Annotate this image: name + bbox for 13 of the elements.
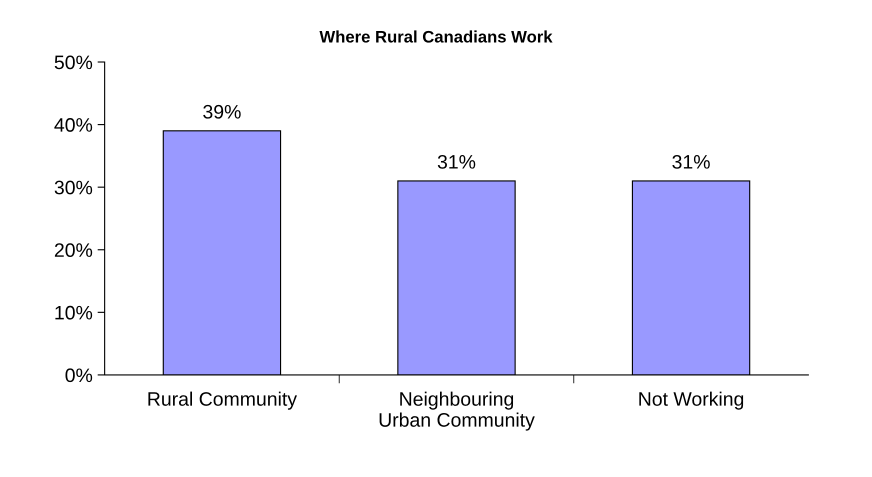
x-tick-label: Not Working bbox=[639, 392, 744, 410]
y-tick-label: 30% bbox=[54, 180, 92, 194]
x-tick-label: Rural Community bbox=[148, 392, 297, 410]
y-tick-label: 0% bbox=[65, 368, 92, 382]
data-label: 39% bbox=[203, 104, 241, 119]
y-tick-label: 50% bbox=[54, 55, 92, 70]
data-label: 31% bbox=[672, 154, 710, 169]
y-tick-label: 20% bbox=[54, 243, 92, 257]
y-tick-label: 10% bbox=[55, 306, 92, 320]
x-tick-label: Neighbouring Urban Community bbox=[380, 392, 535, 431]
y-tick-label: 40% bbox=[54, 118, 92, 132]
chart-title: Where Rural Canadians Work bbox=[319, 30, 553, 43]
data-label: 31% bbox=[438, 154, 476, 169]
